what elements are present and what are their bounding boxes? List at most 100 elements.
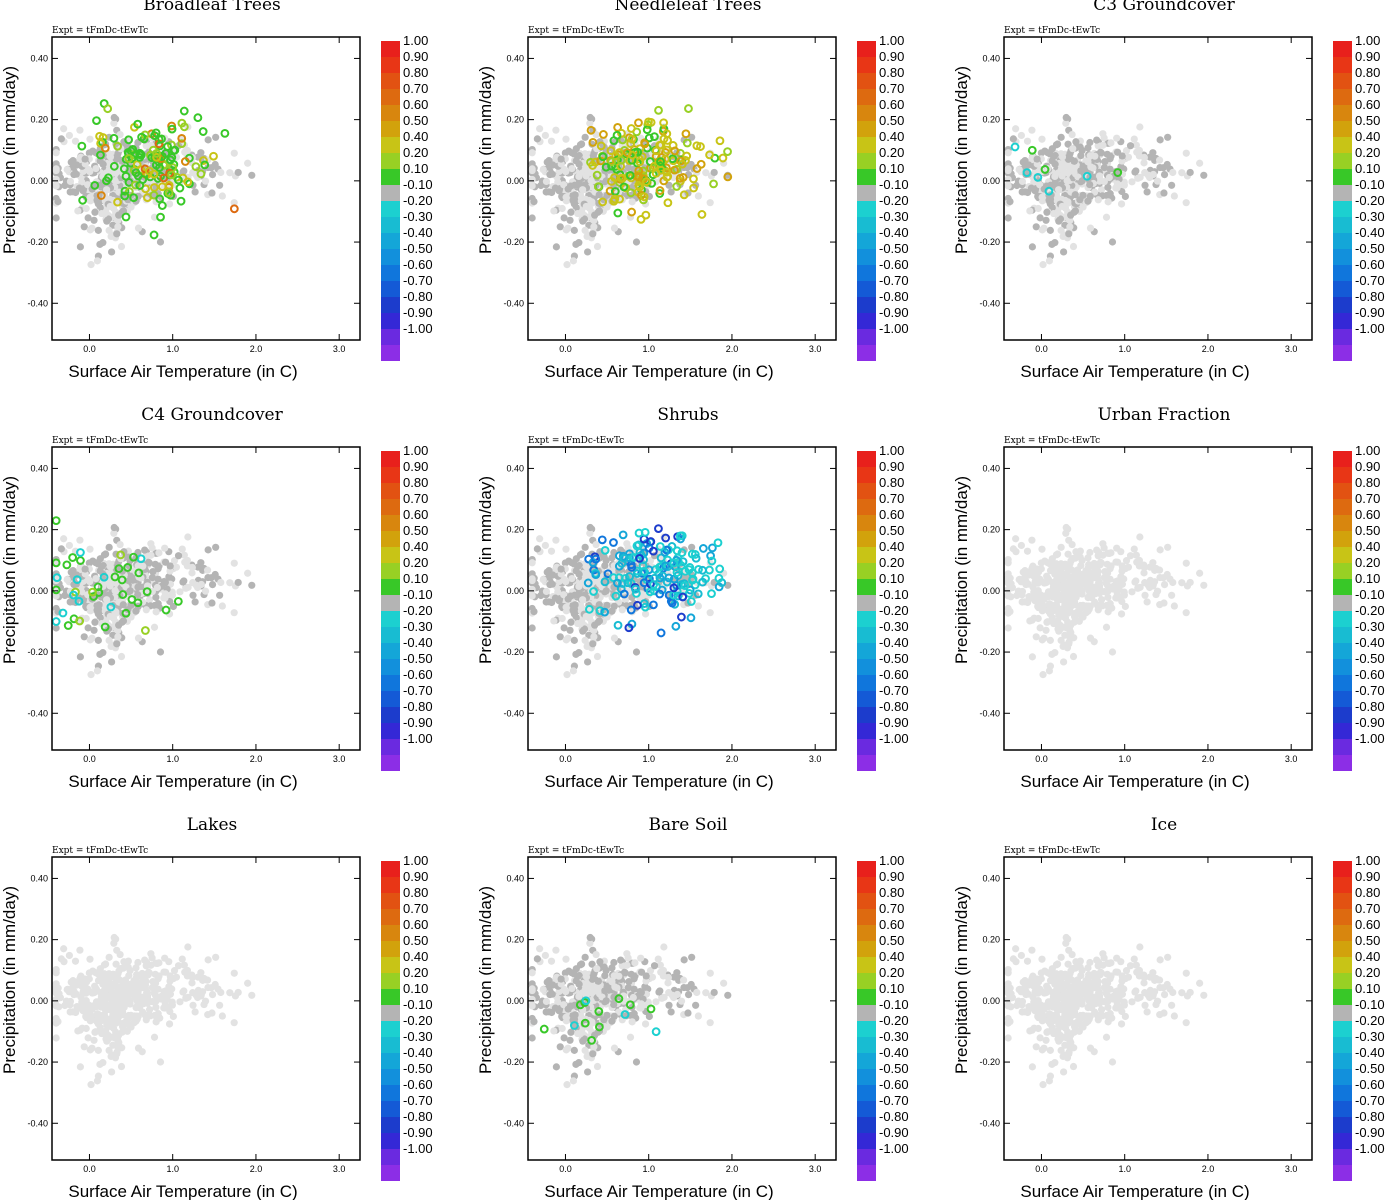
scatter-point xyxy=(1102,213,1111,221)
colorbar-label: -0.80 xyxy=(1355,289,1385,304)
colorbar-label: -0.20 xyxy=(403,603,433,618)
colorbar-segment xyxy=(381,451,400,467)
scatter-point xyxy=(693,988,701,997)
scatter-point xyxy=(230,609,238,617)
y-axis-label: Precipitation (in mm/day) xyxy=(952,476,971,664)
scatter-point xyxy=(208,991,217,999)
highlight-point xyxy=(151,128,161,138)
scatter-point xyxy=(1067,575,1075,583)
highlight-point xyxy=(684,589,694,598)
colorbar-segment xyxy=(1333,563,1352,579)
scatter-point xyxy=(1045,196,1053,204)
scatter-point xyxy=(105,226,113,234)
colorbar-label: -0.50 xyxy=(403,651,433,666)
colorbar-segment xyxy=(381,297,400,313)
scatter-point xyxy=(134,583,142,591)
colorbar-label: 0.70 xyxy=(879,81,904,96)
colorbar-segment xyxy=(1333,169,1352,185)
scatter-point xyxy=(561,149,569,157)
highlight-point xyxy=(636,214,646,224)
expt-label: Expt = tFmDc-tEwTc xyxy=(1004,26,1100,36)
scatter-point xyxy=(208,599,216,607)
scatter-point xyxy=(63,165,71,174)
highlight-point xyxy=(96,150,105,160)
highlight-point xyxy=(713,538,723,548)
scatter-point xyxy=(1004,175,1012,184)
scatter-point xyxy=(1094,606,1102,614)
colorbar-label: -0.30 xyxy=(403,619,433,634)
scatter-point xyxy=(581,133,589,141)
highlight-point xyxy=(1082,171,1092,181)
highlight-point xyxy=(707,589,716,599)
scatter-point xyxy=(1069,652,1078,661)
scatter-point xyxy=(1038,577,1046,586)
scatter-point xyxy=(179,578,187,586)
scatter-point xyxy=(226,169,234,177)
colorbar-label: -0.60 xyxy=(403,257,433,272)
scatter-point xyxy=(1039,261,1047,269)
scatter-point xyxy=(150,623,159,631)
colorbar-segment xyxy=(381,675,400,691)
scatter-point xyxy=(552,243,560,251)
scatter-point xyxy=(1064,153,1072,162)
panel-title: C4 Groundcover xyxy=(141,405,283,425)
scatter-point xyxy=(1043,618,1051,626)
scatter-point xyxy=(96,555,104,563)
scatter-point xyxy=(537,591,545,600)
scatter-point xyxy=(632,238,641,246)
scatter-point xyxy=(1063,177,1071,185)
highlight-point xyxy=(133,119,143,129)
scatter-point xyxy=(1037,559,1045,567)
scatter-point xyxy=(117,1062,126,1071)
highlight-point xyxy=(641,177,651,186)
highlight-point xyxy=(663,198,673,208)
highlight-point xyxy=(609,136,619,146)
highlight-point xyxy=(648,546,658,556)
scatter-point xyxy=(165,983,173,991)
scatter-point xyxy=(679,976,688,984)
scatter-point xyxy=(1141,591,1149,599)
scatter-point xyxy=(1013,591,1021,600)
colorbar-segment xyxy=(381,249,400,265)
scatter-point xyxy=(1057,543,1065,551)
scatter-point xyxy=(85,559,93,567)
scatter-point xyxy=(1133,558,1141,566)
colorbar-label: -0.10 xyxy=(1355,177,1385,192)
scatter-point xyxy=(1093,136,1101,144)
scatter-point xyxy=(1107,139,1115,147)
scatter-point xyxy=(105,953,113,961)
scatter-point xyxy=(179,168,187,176)
highlight-point xyxy=(90,181,100,190)
scatter-point xyxy=(211,570,219,579)
scatter-point xyxy=(1113,590,1121,598)
highlight-point xyxy=(156,212,165,222)
scatter-point xyxy=(1028,653,1036,661)
scatter-point xyxy=(95,1011,103,1019)
highlight-point xyxy=(129,552,138,562)
scatter-point xyxy=(582,612,590,621)
scatter-point xyxy=(1057,133,1065,141)
panel-title: Broadleaf Trees xyxy=(143,0,281,15)
highlight-point xyxy=(131,180,140,190)
scatter-point xyxy=(103,596,111,604)
scatter-point xyxy=(1025,161,1033,169)
x-tick-label: 2.0 xyxy=(726,344,739,354)
colorbar-segment xyxy=(381,643,400,659)
colorbar-segment xyxy=(857,595,876,611)
colorbar-segment xyxy=(1333,281,1352,297)
colorbar-segment xyxy=(857,483,876,499)
highlight-point xyxy=(613,208,623,218)
highlight-point xyxy=(113,141,123,151)
scatter-point xyxy=(1068,130,1076,139)
scatter-point xyxy=(1039,671,1047,679)
scatter-point xyxy=(1009,545,1017,553)
scatter-point xyxy=(1055,186,1063,194)
scatter-point xyxy=(80,223,88,231)
highlight-point xyxy=(591,554,601,564)
scatter-point xyxy=(1105,173,1113,182)
scatter-point xyxy=(1118,152,1126,160)
scatter-point xyxy=(1031,597,1039,605)
scatter-point xyxy=(567,208,575,216)
scatter-point xyxy=(74,207,82,215)
